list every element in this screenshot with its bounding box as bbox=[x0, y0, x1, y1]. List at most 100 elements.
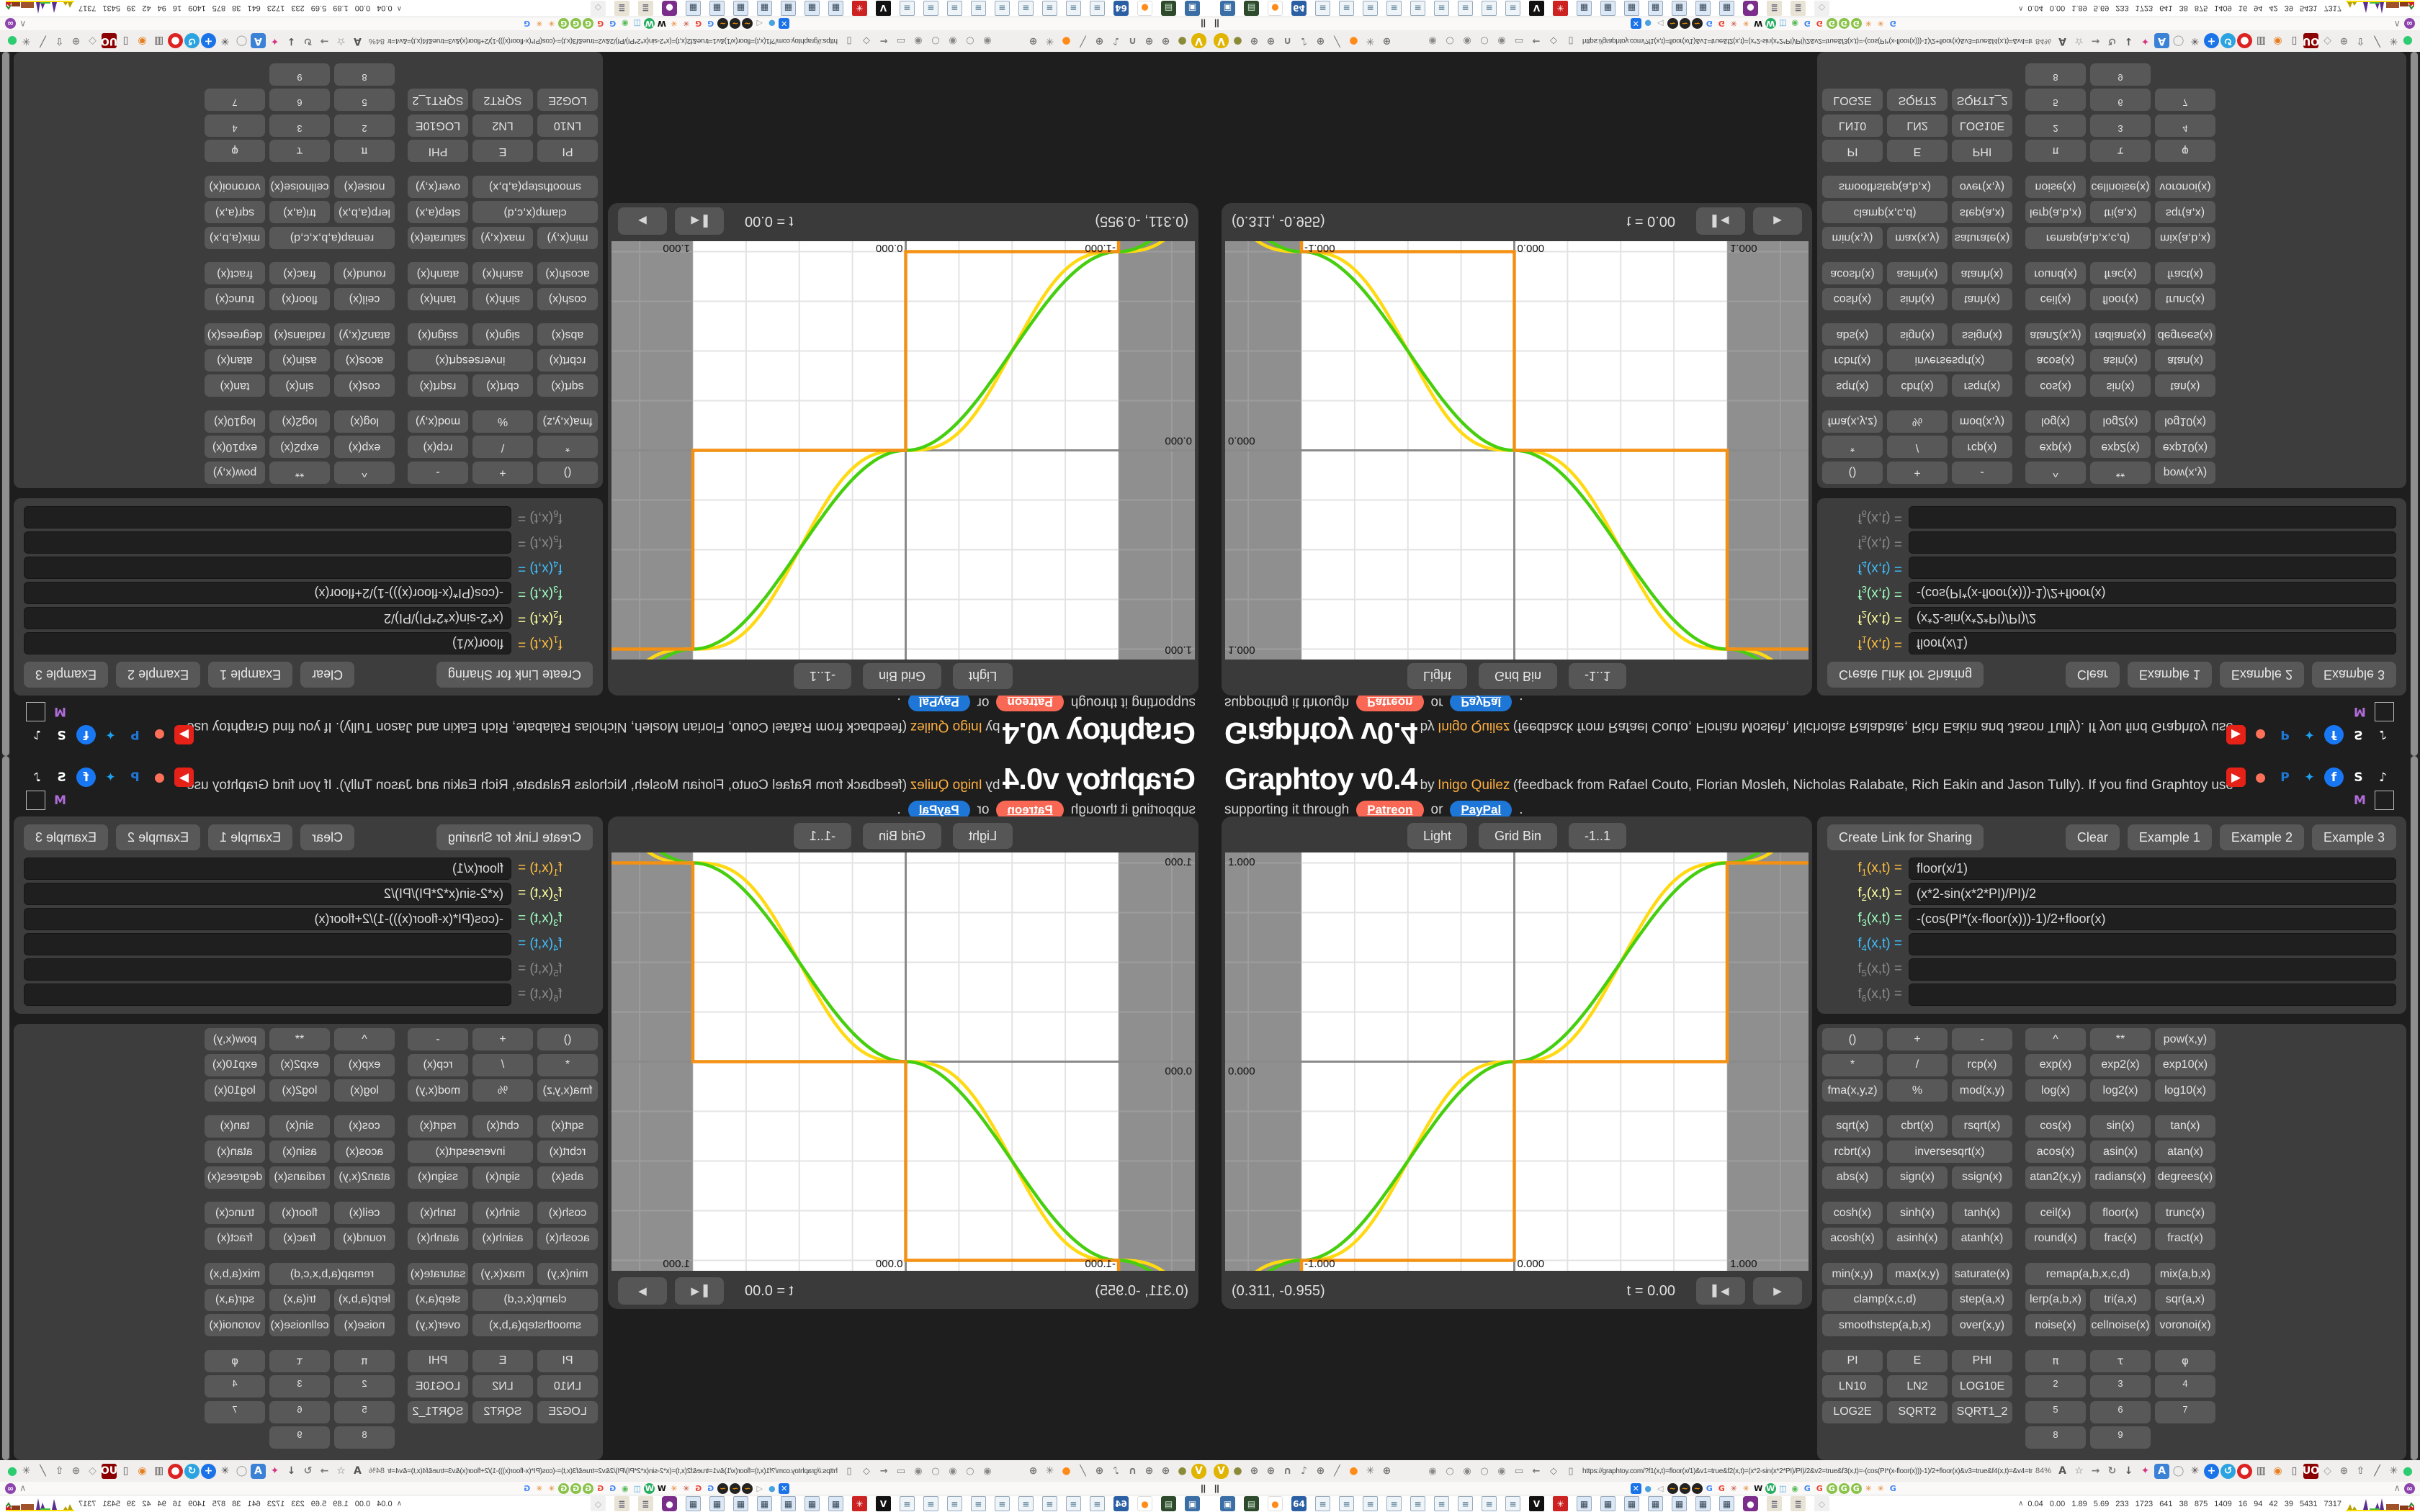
formula-input-f3[interactable]: -(cos(PI*(x-floor(x)))-1)/2+floor(x) bbox=[24, 908, 511, 930]
tab-audio-icon[interactable]: ◉ bbox=[1497, 1465, 1506, 1477]
twitter-icon[interactable]: ✦ bbox=[2304, 727, 2315, 742]
record-icon[interactable]: ● bbox=[2237, 33, 2253, 49]
calculator-icon[interactable]: ▦ bbox=[757, 1, 772, 16]
calc-button[interactable]: sign(x) bbox=[472, 323, 533, 346]
google-favicon[interactable]: G bbox=[707, 19, 714, 29]
graph-canvas[interactable]: 1.000 0.000 -1.000 0.000 1.000 bbox=[1225, 852, 1809, 1271]
calc-button[interactable]: asin(x) bbox=[269, 349, 330, 372]
calc-button[interactable]: / bbox=[472, 436, 533, 459]
orange-gear-favicon[interactable]: ✳ bbox=[1865, 1483, 1872, 1493]
calc-button[interactable]: 2 bbox=[2025, 114, 2086, 137]
calculator-icon[interactable]: ▦ bbox=[1600, 1496, 1615, 1511]
scroll-icon[interactable]: ≣ bbox=[1767, 1, 1782, 16]
google-green-favicon[interactable]: G bbox=[1850, 1482, 1862, 1494]
scrollbar-thumb[interactable] bbox=[2, 756, 9, 1460]
calc-button[interactable]: min(x,y) bbox=[1822, 227, 1883, 249]
formula-input-f6[interactable] bbox=[24, 984, 511, 1006]
formula-input-f6[interactable] bbox=[1909, 506, 2396, 528]
thumbs-up-icon[interactable]: ⇧ bbox=[2356, 1465, 2365, 1477]
calc-button[interactable]: 6 bbox=[269, 1400, 330, 1423]
calc-button[interactable]: over(x,y) bbox=[408, 1314, 468, 1336]
bookmark-star-icon[interactable]: ☆ bbox=[2074, 35, 2084, 47]
broken-image-icon[interactable] bbox=[2375, 702, 2394, 721]
audio-track-favicon[interactable]: ~ bbox=[1679, 18, 1690, 30]
notepad-icon[interactable]: ≡ bbox=[1410, 1, 1425, 16]
calc-button[interactable]: () bbox=[1822, 462, 1883, 484]
gear-icon[interactable]: ✳ bbox=[1366, 1465, 1375, 1477]
calc-button[interactable]: atanh(x) bbox=[1952, 262, 2012, 285]
globe-icon[interactable]: ⊕ bbox=[1144, 35, 1154, 47]
red-badge-icon[interactable]: ✳ bbox=[1553, 1496, 1568, 1511]
calc-button[interactable]: LN10 bbox=[537, 114, 598, 137]
calculator-icon[interactable]: ▦ bbox=[1719, 1496, 1734, 1511]
shield-icon[interactable]: ◇ bbox=[1550, 1465, 1557, 1477]
green-circle-favicon[interactable]: W bbox=[644, 18, 655, 30]
monitor-app-icon[interactable]: ▣ bbox=[1220, 1496, 1235, 1511]
mail-favicon[interactable]: ✕ bbox=[779, 18, 790, 30]
dark-app-icon[interactable]: V bbox=[1529, 1, 1544, 16]
vpn-icon[interactable]: ↺ bbox=[2220, 33, 2236, 49]
trash-icon[interactable]: ▥ bbox=[2256, 35, 2267, 47]
google-green-favicon[interactable]: G bbox=[1838, 1482, 1850, 1494]
google-green-favicon[interactable]: G bbox=[583, 18, 594, 30]
calc-button[interactable]: PI bbox=[1822, 140, 1883, 163]
formula-input-f2[interactable]: (x*2-sin(x*2*PI)/PI)/2 bbox=[1909, 883, 2396, 905]
folder-icon[interactable]: ▭ bbox=[1514, 35, 1524, 47]
calc-button[interactable]: over(x,y) bbox=[1952, 176, 2012, 198]
lock-icon[interactable]: ▯ bbox=[1568, 1465, 1574, 1477]
page-scrollbar[interactable] bbox=[1, 756, 10, 1460]
red-gear-favicon[interactable]: ✳ bbox=[1730, 19, 1737, 29]
google-favicon[interactable]: G bbox=[695, 19, 702, 29]
example-3-button[interactable]: Example 3 bbox=[24, 662, 109, 688]
calc-button[interactable]: lerp(a,b,x) bbox=[2025, 201, 2086, 224]
formula-input-f5[interactable] bbox=[24, 958, 511, 981]
calc-button[interactable]: sqrt(x) bbox=[1822, 1115, 1883, 1138]
green-circle-favicon[interactable]: W bbox=[644, 1482, 655, 1494]
calc-button[interactable]: acos(x) bbox=[334, 1140, 395, 1163]
tab-icon[interactable]: ○ bbox=[966, 1465, 974, 1477]
create-share-link-button[interactable]: Create Link for Sharing bbox=[1827, 662, 1984, 688]
globe-grid-icon[interactable]: ⊕ bbox=[71, 35, 81, 47]
calc-button[interactable]: SQRT1_2 bbox=[1952, 89, 2012, 112]
calc-button[interactable]: noise(x) bbox=[334, 1314, 395, 1336]
gear-icon[interactable]: ✳ bbox=[2389, 1465, 2398, 1477]
theme-toggle-button[interactable]: Light bbox=[1407, 663, 1467, 689]
translate-blue-icon[interactable]: A bbox=[2154, 1463, 2170, 1479]
calc-button[interactable]: 5 bbox=[2025, 1400, 2086, 1423]
notepad-icon[interactable]: ≡ bbox=[1315, 1496, 1330, 1511]
gear-icon[interactable]: ✳ bbox=[2389, 35, 2398, 47]
ublock-shield-icon[interactable]: UO bbox=[2303, 1463, 2319, 1479]
calc-button[interactable]: cosh(x) bbox=[1822, 1202, 1883, 1224]
calc-button[interactable]: round(x) bbox=[334, 262, 395, 285]
download-icon[interactable]: ↓ bbox=[287, 35, 296, 47]
audio-track-favicon[interactable]: ~ bbox=[1667, 18, 1678, 30]
calc-button[interactable]: log(x) bbox=[2025, 410, 2086, 433]
url-bar[interactable]: https://graphtoy.com/?f1(x,t)=floor(x/1)… bbox=[1582, 37, 2033, 45]
blue-ball-favicon[interactable]: ● bbox=[1644, 1483, 1652, 1493]
audio-track-favicon[interactable]: ~ bbox=[730, 18, 741, 30]
calc-button[interactable]: exp(x) bbox=[334, 436, 395, 459]
paypal-icon[interactable]: P bbox=[130, 770, 140, 785]
twitter-icon[interactable]: ✦ bbox=[105, 770, 116, 785]
calc-button[interactable]: 6 bbox=[2090, 89, 2151, 112]
example-1-button[interactable]: Example 1 bbox=[208, 662, 293, 688]
example-3-button[interactable]: Example 3 bbox=[2311, 824, 2396, 850]
cat-app-icon[interactable]: ● bbox=[1743, 1, 1758, 16]
notepad-icon[interactable]: ≡ bbox=[1363, 1496, 1378, 1511]
vpn-icon[interactable]: ↺ bbox=[184, 1463, 200, 1479]
google-favicon[interactable]: G bbox=[1816, 19, 1823, 29]
notepad-icon[interactable]: ≡ bbox=[1386, 1, 1402, 16]
calc-button[interactable]: PHI bbox=[408, 140, 468, 163]
forward-arrow-icon[interactable]: → bbox=[320, 35, 329, 47]
mail-favicon[interactable]: ✕ bbox=[779, 1482, 790, 1494]
play-pause-button[interactable]: ▶ bbox=[618, 207, 667, 235]
audio-track-favicon[interactable]: ~ bbox=[1691, 1482, 1703, 1494]
google-green-favicon[interactable]: G bbox=[1826, 1482, 1837, 1494]
translate-blue-icon[interactable]: A bbox=[2154, 33, 2170, 49]
calc-button[interactable]: LN2 bbox=[1887, 1375, 1948, 1398]
calc-button[interactable]: ^ bbox=[334, 1028, 395, 1050]
calc-button[interactable]: clamp(x,c,d) bbox=[1822, 201, 1948, 224]
globe-icon[interactable]: ⊕ bbox=[1316, 1465, 1325, 1477]
calc-button[interactable]: round(x) bbox=[2025, 1227, 2086, 1250]
calc-button[interactable]: 2 bbox=[334, 114, 395, 137]
